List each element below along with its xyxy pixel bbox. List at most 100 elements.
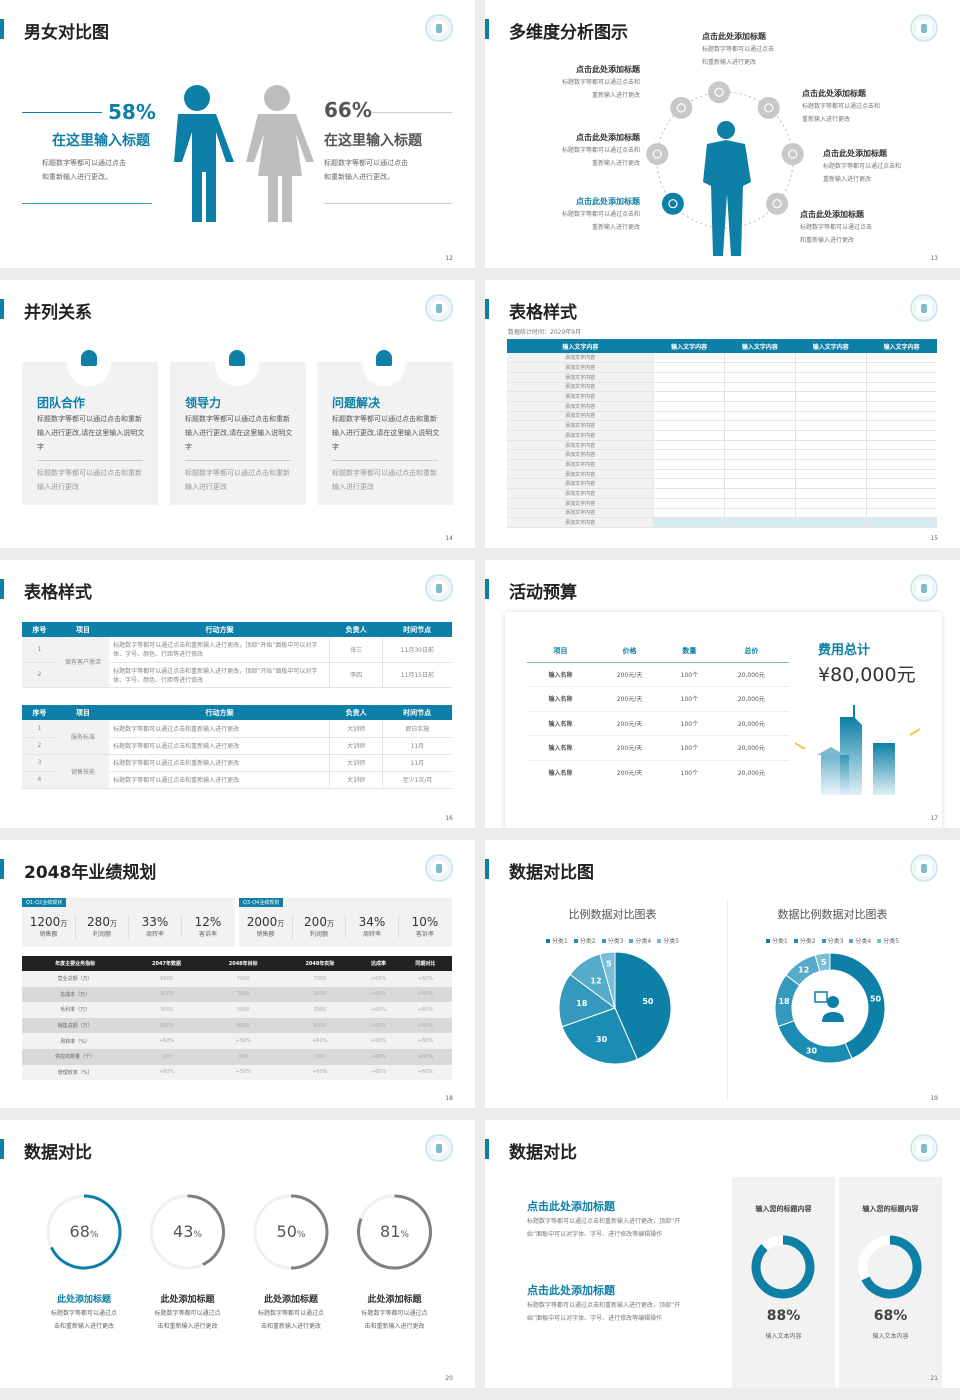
table-cell[interactable] <box>724 498 796 508</box>
table-cell[interactable] <box>724 440 796 450</box>
table-cell[interactable] <box>653 488 725 499</box>
table-cell[interactable] <box>653 478 725 489</box>
table-cell[interactable] <box>794 517 867 528</box>
table-cell[interactable] <box>724 459 796 470</box>
table-cell[interactable] <box>794 440 867 450</box>
row-label: 添加文字内容 <box>507 401 654 412</box>
table-cell[interactable] <box>865 469 937 479</box>
table-cell[interactable] <box>724 382 796 392</box>
table-cell[interactable] <box>724 411 796 421</box>
table-cell[interactable] <box>865 353 937 363</box>
table-cell[interactable] <box>653 391 725 402</box>
table-cell[interactable] <box>865 411 937 421</box>
table-cell[interactable] <box>724 478 796 489</box>
table-cell[interactable] <box>865 391 937 402</box>
table-cell[interactable] <box>724 508 796 518</box>
table-cell[interactable] <box>865 459 937 470</box>
table-cell[interactable] <box>865 508 937 518</box>
table-cell[interactable] <box>794 401 867 412</box>
table-cell[interactable] <box>653 362 725 373</box>
table-cell[interactable] <box>724 372 796 383</box>
table-cell[interactable] <box>653 420 725 431</box>
item-heading: 点击此处添加标题 <box>702 32 766 41</box>
table-cell[interactable] <box>653 411 725 421</box>
table-cell[interactable] <box>724 469 796 479</box>
table-cell[interactable] <box>794 498 867 508</box>
slide-12[interactable]: 男女对比图 58% 在这里输入标题 标题数字等都可以通过点击 和重新输入进行更改… <box>0 0 475 268</box>
table-cell[interactable] <box>865 449 937 460</box>
table-cell[interactable] <box>724 401 796 412</box>
table-cell[interactable] <box>865 440 937 450</box>
table-cell[interactable] <box>794 469 867 479</box>
table-cell[interactable] <box>865 517 937 528</box>
slide-14[interactable]: 并列关系 团队合作 标题数字等都可以通过点击和重新输入进行更改,请在这里输入说明文… <box>0 280 475 548</box>
slide-20[interactable]: 数据对比 68% 此处添加标题 标题数字等都可以通过点 击和重新输入进行更改 43% 此处… <box>0 1120 475 1388</box>
table-cell[interactable] <box>865 420 937 431</box>
table-cell[interactable] <box>794 430 867 441</box>
table-cell[interactable] <box>653 382 725 392</box>
table-cell[interactable] <box>794 508 867 518</box>
title-bar <box>0 19 4 39</box>
slide-21[interactable]: 数据对比 点击此处添加标题 标题数字等都可以通过点击和重新输入进行更改，顶部“开始… <box>485 1120 960 1388</box>
table-cell[interactable] <box>794 372 867 383</box>
total-value: ¥80,000元 <box>818 664 916 686</box>
table-cell[interactable] <box>653 517 725 528</box>
table-cell[interactable] <box>794 420 867 431</box>
table-cell[interactable] <box>653 401 725 412</box>
table-row: 添加文字内容 <box>507 362 937 373</box>
table-cell[interactable] <box>794 478 867 489</box>
item-heading: 此处添加标题 <box>367 1295 422 1305</box>
table-cell[interactable] <box>794 391 867 402</box>
slide-19[interactable]: 数据对比图 比例数据对比图表 数据比例数据对比图表 分类1 分类2 分类3 分类4 分类… <box>485 840 960 1108</box>
item-heading: 点击此处添加标题 <box>576 65 640 74</box>
slide-17[interactable]: 活动预算 项目 价格 数量 总价 输入名称 200元/天 100个 20,000元 输入名称 20… <box>485 560 960 828</box>
table-cell[interactable] <box>794 488 867 499</box>
question-person-icon <box>362 342 406 386</box>
table-cell[interactable] <box>653 469 725 479</box>
table-cell[interactable] <box>865 488 937 499</box>
card-heading: 团队合作 <box>37 396 86 410</box>
table-cell[interactable] <box>724 488 796 499</box>
table-cell[interactable] <box>724 353 796 363</box>
table-cell[interactable] <box>865 430 937 441</box>
time-cell: 11月 <box>381 754 452 771</box>
table-cell[interactable] <box>724 430 796 441</box>
kpi-value: 2000 <box>246 915 278 929</box>
table-cell[interactable] <box>794 382 867 392</box>
table-cell[interactable] <box>724 362 796 373</box>
table-cell[interactable] <box>653 430 725 441</box>
kpi-value: 280 <box>87 915 110 929</box>
table-cell[interactable] <box>724 420 796 431</box>
table-cell[interactable] <box>865 401 937 412</box>
slide-15[interactable]: 表格样式 数据统计时间：2029年9月 输入文字内容 输入文字内容 输入文字内容 输入… <box>485 280 960 548</box>
table-cell[interactable] <box>794 362 867 373</box>
table-cell[interactable] <box>794 449 867 460</box>
table-cell[interactable] <box>724 449 796 460</box>
slide-18[interactable]: 2048年业绩规划 Q1-Q2业绩现状 1200万 销售额 280万 利润额 33% 周转率… <box>0 840 475 1108</box>
table-cell[interactable] <box>865 498 937 508</box>
table-cell: +60% <box>417 1006 434 1013</box>
table-cell[interactable] <box>653 440 725 450</box>
table-cell[interactable] <box>653 498 725 508</box>
table-cell[interactable] <box>865 382 937 392</box>
table-cell[interactable] <box>653 449 725 460</box>
table-cell[interactable] <box>724 391 796 402</box>
slide-title: 数据对比图 <box>509 863 594 883</box>
table-cell[interactable] <box>865 478 937 489</box>
card-text: 标题数字等都可以通过点击和重新输入进行更改,请在这里输入说明文字 <box>185 415 293 451</box>
table-cell[interactable] <box>653 508 725 518</box>
column-header: 2048年目标 <box>228 961 258 967</box>
table-cell[interactable] <box>653 372 725 383</box>
table-cell[interactable] <box>865 372 937 383</box>
table-cell[interactable] <box>794 459 867 470</box>
slide-16[interactable]: 表格样式 序号 项目 行动方案 负责人 时间节点 1 保有客户激活 标题数字等都可以通过点击和… <box>0 560 475 828</box>
card-subtext: 标题数字等都可以通过点击和重新输入进行更改 <box>332 469 437 491</box>
item-text: 重新输入进行更改 <box>591 160 640 167</box>
table-cell[interactable] <box>794 411 867 421</box>
slide-13[interactable]: 多维度分析图示 点击此处添加标题 标题数字等都可以通过点击 和重新输入进行更改 点击此… <box>485 0 960 268</box>
table-cell[interactable] <box>653 353 725 363</box>
table-cell[interactable] <box>724 517 796 528</box>
table-cell[interactable] <box>794 353 867 363</box>
table-cell[interactable] <box>865 362 937 373</box>
table-cell[interactable] <box>653 459 725 470</box>
